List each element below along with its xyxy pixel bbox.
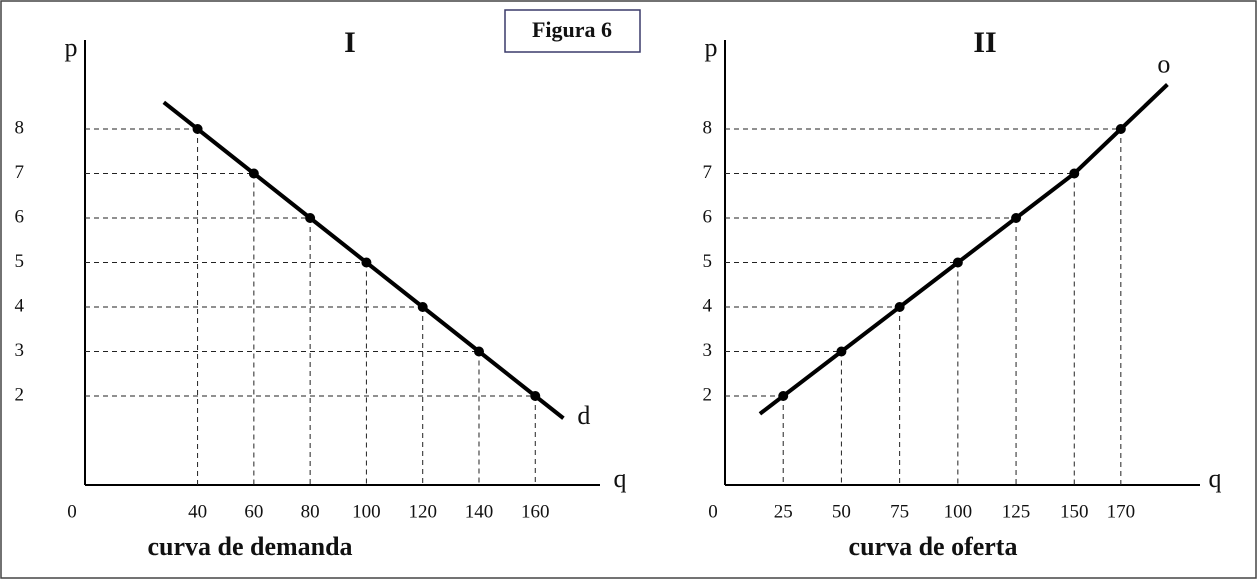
curve-extension (162, 100, 199, 131)
curve-extension (1119, 83, 1169, 131)
y-tick-label: 3 (15, 340, 25, 361)
point (778, 391, 789, 401)
y-tick-label: 8 (703, 117, 713, 138)
y-tick-label: 8 (15, 117, 25, 138)
point (417, 302, 428, 312)
x-axis-label: q (614, 464, 627, 493)
figure-label: Figura 6 (532, 17, 612, 42)
y-tick-label: 6 (703, 206, 713, 227)
x-tick-label: 125 (1002, 501, 1031, 522)
point (192, 124, 203, 134)
x-tick-label: 60 (244, 501, 263, 522)
point (1115, 124, 1126, 134)
point (1011, 213, 1022, 223)
curve-extension (534, 394, 565, 420)
x-tick-label: 100 (352, 501, 381, 522)
y-tick-label: 2 (15, 384, 25, 405)
y-tick-label: 4 (15, 295, 25, 316)
x-tick-label: 0 (708, 501, 718, 522)
figure-label-box (504, 9, 641, 53)
point (473, 346, 484, 357)
x-tick-label: 150 (1060, 501, 1089, 522)
y-tick-label: 4 (703, 295, 713, 316)
x-tick-label: 25 (774, 501, 793, 522)
x-tick-label: 50 (832, 501, 851, 522)
x-tick-label: 40 (188, 501, 207, 522)
x-tick-label: 160 (521, 501, 550, 522)
y-tick-label: 5 (703, 251, 713, 272)
y-tick-label: 7 (703, 162, 713, 183)
curve-label: o (1157, 49, 1170, 78)
point (248, 168, 259, 179)
caption: curva de oferta (849, 532, 1018, 561)
x-tick-label: 140 (465, 501, 494, 522)
y-tick-label: 2 (703, 384, 713, 405)
point (836, 346, 847, 357)
chart-title: I (344, 26, 356, 59)
x-tick-label: 0 (67, 501, 77, 522)
point (361, 257, 372, 268)
x-tick-label: 75 (890, 501, 909, 522)
y-tick-label: 3 (703, 340, 713, 361)
x-tick-label: 120 (408, 501, 437, 522)
x-tick-label: 170 (1107, 501, 1136, 522)
point (1069, 168, 1080, 179)
x-axis-label: q (1209, 464, 1222, 493)
point (894, 302, 905, 312)
point (952, 257, 963, 268)
curve-label: d (577, 401, 590, 430)
point (530, 391, 541, 401)
y-tick-label: 5 (15, 251, 25, 272)
y-axis-label: p (705, 33, 718, 62)
y-axis-label: p (65, 33, 78, 62)
x-tick-label: 80 (301, 501, 320, 522)
x-tick-label: 100 (944, 501, 973, 522)
y-tick-label: 7 (15, 162, 25, 183)
caption: curva de demanda (147, 532, 352, 561)
y-tick-label: 6 (15, 206, 25, 227)
point (305, 213, 316, 223)
chart-title: II (973, 26, 996, 59)
